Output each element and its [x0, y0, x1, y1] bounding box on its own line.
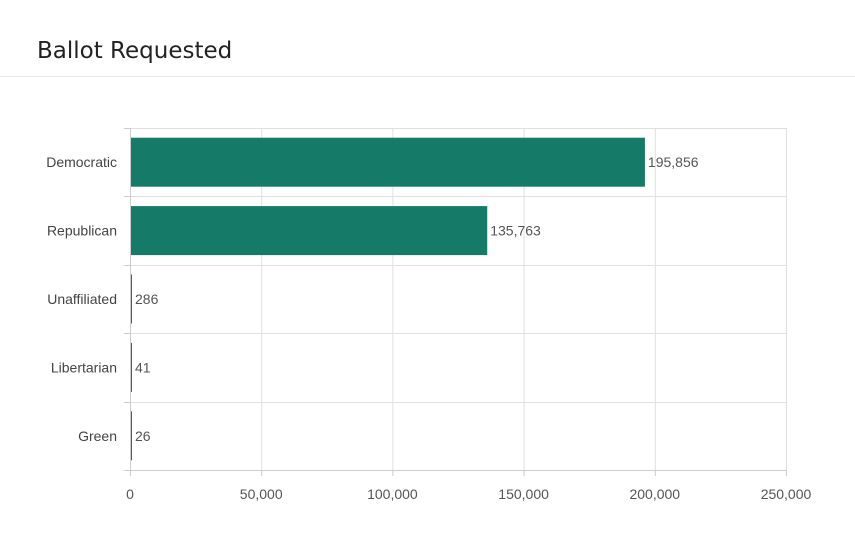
x-tick-label: 100,000 — [367, 486, 418, 502]
category-label: Unaffiliated — [47, 291, 117, 307]
data-label: 286 — [135, 291, 159, 307]
x-tick-label: 0 — [126, 486, 134, 502]
x-tick-label: 50,000 — [240, 486, 283, 502]
data-label: 41 — [135, 359, 151, 375]
data-label: 195,856 — [648, 154, 699, 170]
category-label: Republican — [47, 223, 117, 239]
x-tick-label: 250,000 — [761, 486, 812, 502]
category-label: Libertarian — [51, 359, 117, 375]
card-header: Ballot Requested — [0, 0, 855, 77]
bar — [131, 206, 488, 256]
x-tick-label: 150,000 — [498, 486, 549, 502]
chart-title: Ballot Requested — [37, 38, 233, 64]
data-label: 135,763 — [490, 223, 541, 239]
category-label: Green — [78, 428, 117, 444]
bar — [131, 137, 645, 187]
bar — [131, 274, 132, 324]
category-label: Democratic — [46, 154, 117, 170]
x-tick-label: 200,000 — [629, 486, 680, 502]
data-label: 26 — [135, 428, 151, 444]
bar — [131, 342, 132, 392]
bar — [131, 411, 132, 461]
